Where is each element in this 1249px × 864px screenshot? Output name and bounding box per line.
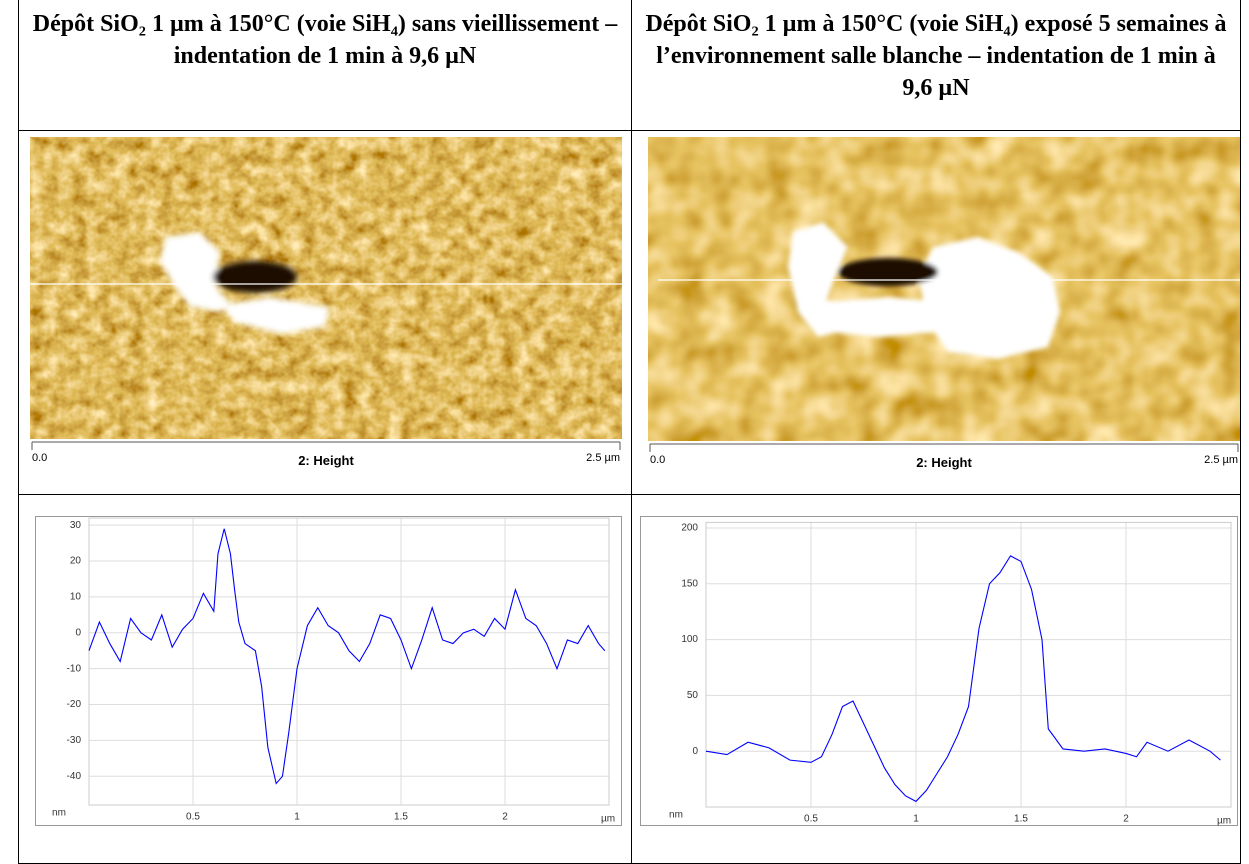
profile-chart: 0 50 100 150 200 0.5 1 1.5 2 nm µm	[640, 516, 1238, 826]
y-tick-label: -40	[67, 771, 82, 782]
profile-chart: -40 -30 -20 -10 0 10 20 30 0.5 1 1.5 2 nm µm	[35, 516, 622, 826]
x-tick-label: 1	[913, 814, 919, 825]
header-cell: Dépôt SiO₂ 1 µm à 150°C (voie SiH₄) expo…	[631, 0, 1241, 131]
y-tick-label: 10	[70, 592, 82, 603]
x-axis-label: µm	[601, 814, 615, 825]
afm-image: 0.0 2: Height 2.5 µm	[648, 137, 1240, 470]
y-tick-label: 20	[70, 556, 82, 567]
x-tick-label: 2	[1123, 814, 1129, 825]
y-tick-label: -20	[67, 699, 82, 710]
y-tick-label: -30	[67, 735, 82, 746]
x-tick-label: 2	[502, 812, 508, 823]
profile-line	[705, 555, 1221, 803]
y-tick-label: 0	[692, 746, 698, 757]
y-tick-label: 0	[75, 627, 81, 638]
y-tick-label: 200	[681, 523, 698, 534]
scale-start: 0.0	[650, 454, 665, 466]
profile-line	[88, 528, 606, 785]
y-tick-label: -10	[67, 663, 82, 674]
header: Dépôt SiO₂ 1 µm à 150°C (voie SiH₄) sans…	[32, 11, 618, 69]
header: Dépôt SiO₂ 1 µm à 150°C (voie SiH₄) expo…	[645, 11, 1227, 101]
afm-image: 0.0 2: Height 2.5 µm	[30, 137, 622, 468]
channel: 2: Height	[298, 453, 354, 468]
x-tick-label: 0.5	[804, 814, 818, 825]
x-tick-label: 1	[294, 812, 300, 823]
x-tick-label: 1.5	[1014, 814, 1028, 825]
y-tick-label: 100	[681, 634, 698, 645]
y-tick-label: 150	[681, 578, 698, 589]
scale-end: 2.5 µm	[1204, 454, 1238, 466]
x-tick-label: 0.5	[186, 812, 200, 823]
texture	[30, 137, 622, 439]
chart-frame	[640, 516, 1238, 826]
scale-start: 0.0	[32, 452, 47, 464]
header-cell: Dépôt SiO₂ 1 µm à 150°C (voie SiH₄) sans…	[18, 0, 632, 131]
plot-frame	[705, 521, 1232, 808]
y-tick-label: 30	[70, 520, 82, 531]
x-axis-label: µm	[1217, 816, 1231, 826]
y-axis-label: nm	[52, 808, 66, 819]
chart-frame	[35, 516, 622, 826]
channel: 2: Height	[916, 455, 972, 470]
x-tick-label: 1.5	[394, 812, 408, 823]
scale-end: 2.5 µm	[586, 452, 620, 464]
y-axis-label: nm	[669, 810, 683, 821]
y-tick-label: 50	[687, 690, 699, 701]
plot-frame	[88, 517, 610, 806]
